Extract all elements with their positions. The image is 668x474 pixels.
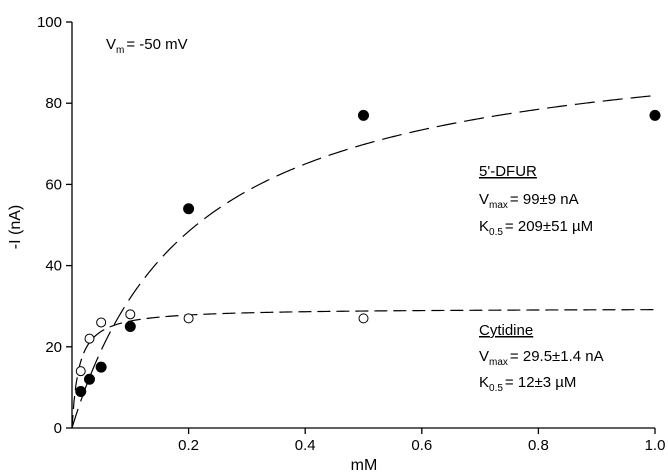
dfur-point [649, 109, 661, 121]
x-tick-label: 0.2 [178, 437, 199, 454]
cytidine-k05-text: K0.5 = 12±3 µM [479, 374, 576, 394]
cytidine-k05-err: 3 µM [543, 374, 577, 391]
cytidine-vmax-main: V [479, 348, 489, 365]
y-axis-title: -I (nA) [7, 205, 24, 249]
dfur-point [95, 361, 107, 373]
dfur-vmax-pm: ± [540, 191, 548, 208]
y-ticks: 0 20 40 60 80 100 [37, 14, 72, 437]
x-tick-label: 0.6 [411, 437, 432, 454]
y-tick-label: 40 [45, 258, 62, 275]
dfur-k05-main: K [479, 218, 489, 235]
y-tick-label: 60 [45, 176, 62, 193]
dfur-vmax-value: = 99 [510, 191, 540, 208]
condition-sub: m [116, 45, 124, 56]
cytidine-vmax-sub: max [489, 357, 508, 368]
cytidine-fit-line [71, 309, 655, 429]
cytidine-vmax-err: 1.4 nA [560, 348, 603, 365]
dfur-vmax-sub: max [489, 200, 508, 211]
cytidine-point [125, 309, 136, 320]
condition-label: Vm = -50 mV [106, 36, 188, 56]
dfur-point [75, 385, 87, 397]
dfur-vmax-text: Vmax = 99±9 nA [479, 191, 579, 211]
data-points [75, 109, 661, 397]
condition-main: V [106, 36, 116, 53]
dfur-legend-label: 5'-DFUR [479, 163, 537, 180]
x-tick-label: 0.8 [528, 437, 549, 454]
cytidine-point [84, 333, 95, 344]
x-tick-label: 0.4 [295, 437, 316, 454]
y-tick-label: 20 [45, 339, 62, 356]
cytidine-point [96, 317, 107, 328]
dfur-point [183, 203, 195, 215]
dfur-k05-err: 51 µM [551, 218, 593, 235]
dfur-vmax-main: V [479, 191, 489, 208]
y-tick-label: 100 [37, 14, 62, 31]
axes [71, 22, 655, 429]
cytidine-k05-sub: 0.5 [489, 383, 503, 394]
cytidine-legend-label: Cytidine [479, 322, 533, 339]
x-tick-label: 1.0 [645, 437, 666, 454]
dfur-k05-sub: 0.5 [489, 227, 503, 238]
dfur-point [124, 321, 136, 332]
dfur-annotation: 5'-DFUR Vmax = 99±9 nA K0.5 = 209±51 µM [479, 163, 593, 238]
dfur-fit-line [71, 94, 656, 429]
dfur-point [358, 109, 369, 121]
cytidine-vmax-text: Vmax = 29.5±1.4 nA [479, 348, 604, 368]
dfur-vmax-err: 9 nA [548, 191, 579, 208]
x-axis-title: mM [351, 457, 378, 474]
cytidine-k05-pm: ± [535, 374, 543, 391]
cytidine-point [183, 313, 194, 324]
dfur-k05-value: = 209 [505, 218, 543, 235]
cytidine-vmax-value: = 29.5 [510, 348, 552, 365]
y-tick-label: 0 [54, 420, 62, 437]
y-tick-label: 80 [45, 95, 62, 112]
cytidine-k05-value: = 12 [505, 374, 535, 391]
cytidine-point [358, 313, 369, 324]
cytidine-vmax-pm: ± [552, 348, 560, 365]
fit-lines [71, 94, 656, 429]
dfur-k05-text: K0.5 = 209±51 µM [479, 218, 593, 238]
x-ticks: 0.2 0.4 0.6 0.8 1.0 [178, 428, 665, 454]
condition-rest: = -50 mV [126, 36, 187, 53]
cytidine-annotation: Cytidine Vmax = 29.5±1.4 nA K0.5 = 12±3 µM [479, 322, 604, 394]
dfur-point [83, 373, 95, 385]
cytidine-k05-main: K [479, 374, 489, 391]
dfur-k05-pm: ± [543, 218, 551, 235]
cytidine-point [75, 366, 86, 377]
